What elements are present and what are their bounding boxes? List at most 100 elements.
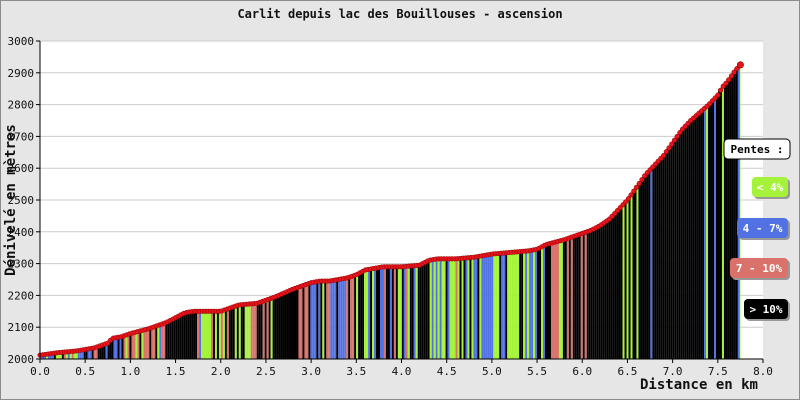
slope-bar [656, 161, 659, 359]
x-tick-label: 6.5 [618, 365, 638, 378]
slope-bar [272, 297, 275, 359]
slope-bar [336, 279, 339, 359]
slope-bar [441, 258, 444, 359]
slope-bar [463, 257, 466, 359]
slope-bar [127, 333, 130, 359]
slope-bar [676, 134, 679, 359]
slope-bar [721, 85, 724, 360]
slope-bar [244, 304, 247, 359]
slope-bar [507, 252, 510, 359]
legend-title-box [723, 138, 791, 160]
slope-bar [642, 176, 645, 359]
slope-bar [387, 266, 390, 359]
slope-bar [710, 101, 713, 360]
slope-bar [294, 287, 297, 359]
slope-bar [175, 316, 178, 359]
slope-bar [238, 304, 241, 359]
slope-bar [717, 91, 720, 359]
slope-bar [326, 281, 329, 359]
slope-bar [616, 209, 619, 359]
slope-bar [151, 327, 154, 359]
profile-point [677, 130, 683, 136]
slope-bar [129, 333, 132, 359]
x-tick-label: 2.5 [256, 365, 276, 378]
slope-bar [161, 323, 164, 359]
slope-bar [214, 311, 217, 359]
slope-bar [71, 351, 74, 359]
slope-bar [409, 265, 412, 359]
slope-bar [733, 69, 736, 360]
slope-bar [628, 195, 631, 359]
slope-bar [674, 137, 677, 359]
slope-bar [658, 158, 661, 359]
profile-point [715, 92, 721, 98]
slope-bar [228, 307, 231, 359]
slope-bar [475, 256, 478, 359]
slope-bar [304, 284, 307, 359]
legend-item-label: < 4% [757, 181, 784, 194]
slope-bar [435, 258, 438, 359]
slope-bar [135, 331, 138, 359]
slope-bar [467, 257, 470, 359]
profile-point [636, 180, 642, 187]
slope-bar [461, 258, 464, 359]
slope-bar [342, 278, 345, 359]
x-tick-label: 7.5 [708, 365, 728, 378]
slope-bar [149, 327, 152, 359]
slope-bar [153, 326, 156, 359]
slope-bar [638, 181, 641, 359]
slope-bar [445, 258, 448, 359]
slope-bar [612, 213, 615, 359]
slope-bar [572, 235, 575, 359]
slope-bar [499, 253, 502, 359]
slope-bar [383, 266, 386, 359]
slope-bar [399, 266, 402, 359]
slope-bar [523, 251, 526, 359]
slope-bar [714, 96, 717, 359]
slope-bar [580, 233, 583, 359]
profile-point [669, 141, 675, 147]
slope-bar [195, 311, 198, 359]
slope-bar [704, 106, 707, 359]
slope-bar [606, 219, 609, 359]
slope-bar [284, 291, 287, 359]
y-tick-label: 2600 [8, 162, 35, 175]
slope-bar [185, 312, 188, 359]
slope-bar [632, 190, 635, 359]
slope-bar [203, 311, 206, 359]
slope-bar [103, 343, 106, 359]
slope-bar [179, 314, 182, 359]
slope-bar [719, 87, 722, 359]
slope-bar [618, 207, 621, 359]
slope-bar [413, 265, 416, 359]
slope-bar [111, 338, 114, 359]
slope-bar [664, 151, 667, 359]
slope-bar [393, 266, 396, 359]
slope-bar [678, 132, 681, 359]
slope-bar [298, 286, 301, 359]
y-tick-label: 3000 [8, 35, 35, 48]
profile-point [726, 77, 732, 83]
slope-bar [459, 258, 462, 359]
slope-bar [310, 282, 313, 359]
slope-bar [290, 289, 293, 359]
slope-bar [517, 251, 520, 359]
slope-bar [473, 256, 476, 359]
slope-bar [117, 337, 120, 359]
slope-bar [346, 277, 349, 359]
slope-bar [348, 276, 351, 359]
slope-bar [564, 238, 567, 359]
slope-bar [187, 312, 190, 359]
slope-bar [423, 261, 426, 359]
x-tick-label: 4.0 [392, 365, 412, 378]
slope-bar [340, 278, 343, 359]
slope-bar [356, 273, 359, 359]
slope-bar [236, 304, 239, 359]
slope-bar [529, 250, 532, 359]
slope-bar [598, 225, 601, 359]
slope-bar [650, 167, 653, 359]
slope-bar [541, 246, 544, 359]
slope-bar [59, 352, 62, 359]
slope-bar [252, 303, 255, 359]
slope-bars [40, 64, 741, 360]
